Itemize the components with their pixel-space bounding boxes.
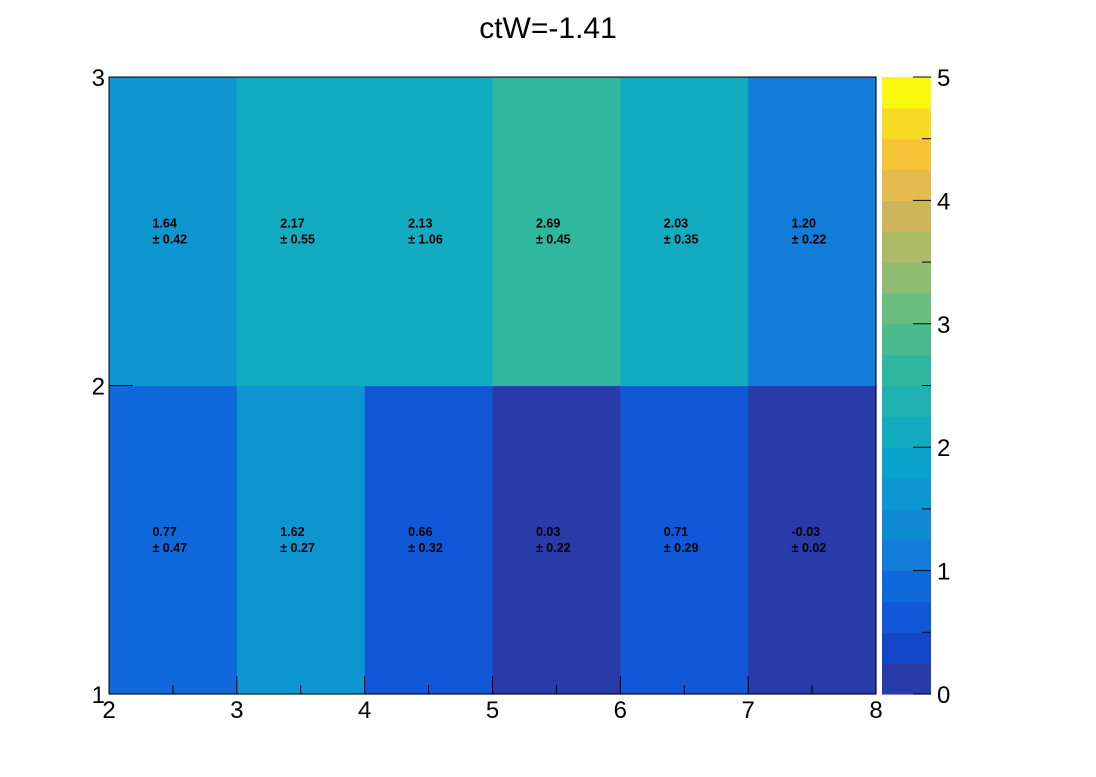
colorbar-band (882, 385, 931, 417)
cell-error-label: ± 0.02 (792, 541, 827, 555)
y-tick-label: 3 (92, 65, 105, 92)
heatmap-cell (364, 77, 494, 387)
colorbar-band (882, 663, 931, 695)
cell-value-label: 1.62 (280, 525, 304, 539)
x-tick-label: 2 (102, 697, 115, 724)
colorbar-band (882, 632, 931, 664)
x-tick-label: 7 (741, 697, 754, 724)
cell-error-label: ± 1.06 (408, 232, 443, 246)
cell-value-label: 1.64 (152, 216, 176, 230)
colorbar: 0 1 2 3 4 5 (882, 65, 950, 709)
heatmap-cell (620, 385, 749, 695)
heatmap-cells (109, 77, 877, 695)
cell-value-label: 2.03 (664, 216, 688, 230)
colorbar-band (882, 447, 931, 479)
colorbar-band (882, 292, 931, 325)
heatmap-cell (748, 77, 877, 387)
heatmap-cell (109, 385, 238, 695)
colorbar-tick-label: 4 (937, 188, 950, 215)
x-tick-label: 5 (486, 697, 499, 724)
heatmap-cell (492, 77, 621, 387)
x-tick-label: 8 (869, 697, 882, 724)
colorbar-band (882, 323, 931, 356)
colorbar-band (882, 416, 931, 448)
cell-value-label: 0.66 (408, 525, 432, 539)
heatmap-cell (620, 77, 749, 387)
cell-value-label: 0.03 (536, 525, 560, 539)
colorbar-band (882, 539, 931, 572)
colorbar-tick-label: 2 (937, 435, 950, 462)
cell-error-label: ± 0.55 (280, 232, 315, 246)
cell-error-label: ± 0.27 (280, 541, 315, 555)
cell-error-label: ± 0.29 (664, 541, 699, 555)
colorbar-tick-label: 0 (937, 682, 950, 709)
cell-value-label: 2.13 (408, 216, 432, 230)
y-tick-label: 1 (92, 682, 105, 709)
colorbar-band (882, 77, 931, 109)
colorbar-band (882, 570, 931, 603)
chart-title: ctW=-1.41 (479, 12, 617, 45)
colorbar-band (882, 601, 931, 633)
cell-labels: 0.77 ± 0.47 1.62 ± 0.27 0.66 ± 0.32 0.03 ± 0.22… (152, 216, 826, 555)
heatmap-cell (492, 385, 621, 695)
colorbar-band (882, 354, 931, 387)
heatmap-cell (109, 77, 238, 387)
heatmap-cell (748, 385, 877, 695)
cell-error-label: ± 0.22 (792, 232, 827, 246)
colorbar-band (882, 231, 931, 263)
cell-error-label: ± 0.32 (408, 541, 443, 555)
colorbar-band (882, 508, 931, 541)
heatmap-cell (364, 385, 494, 695)
cell-error-label: ± 0.35 (664, 232, 699, 246)
x-tick-label: 3 (230, 697, 243, 724)
colorbar-band (882, 200, 931, 232)
cell-error-label: ± 0.47 (152, 541, 187, 555)
x-tick-label: 4 (358, 697, 371, 724)
x-tick-label: 6 (614, 697, 627, 724)
cell-value-label: -0.03 (792, 525, 821, 539)
cell-value-label: 0.71 (664, 525, 688, 539)
cell-value-label: 2.17 (280, 216, 304, 230)
colorbar-tick-label: 1 (937, 559, 950, 586)
colorbar-band (882, 169, 931, 201)
colorbar-tick-label: 3 (937, 312, 950, 339)
colorbar-band (882, 478, 931, 510)
cell-value-label: 0.77 (152, 525, 176, 539)
cell-error-label: ± 0.22 (536, 541, 571, 555)
colorbar-band (882, 262, 931, 294)
colorbar-band (882, 138, 931, 171)
colorbar-tick-label: 5 (937, 65, 950, 92)
y-tick-label: 2 (92, 374, 105, 401)
heatmap-cell (236, 77, 366, 387)
cell-value-label: 2.69 (536, 216, 560, 230)
cell-value-label: 1.20 (792, 216, 816, 230)
heatmap-cell (236, 385, 366, 695)
colorbar-band (882, 107, 931, 140)
cell-error-label: ± 0.45 (536, 232, 571, 246)
cell-error-label: ± 0.42 (152, 232, 187, 246)
